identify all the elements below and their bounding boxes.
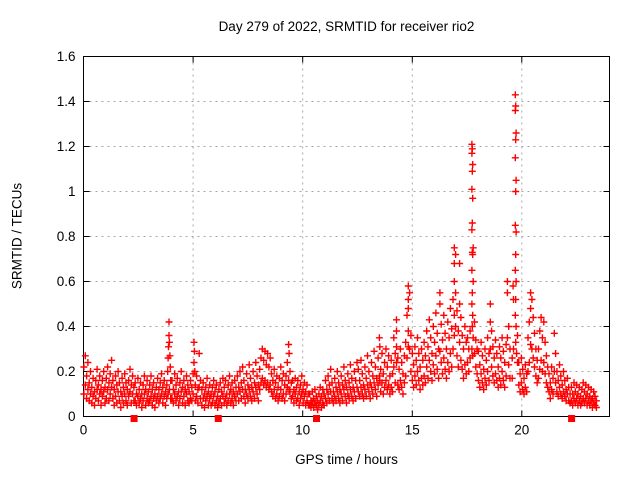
y-tick-label: 1.6 [57, 49, 76, 64]
y-tick-label: 1.4 [57, 94, 76, 109]
data-points-srmtid [80, 91, 600, 414]
baseline-flag-marker [313, 415, 320, 422]
y-tick-label: 0.2 [57, 364, 76, 379]
x-tick-label: 0 [80, 423, 88, 438]
y-tick-label: 0 [68, 409, 76, 424]
baseline-flag-marker [568, 415, 576, 422]
y-tick-label: 0.8 [57, 229, 76, 244]
x-tick-label: 5 [189, 423, 197, 438]
y-tick-label: 0.4 [57, 319, 76, 334]
baseline-flag-marker [130, 415, 138, 422]
y-tick-label: 0.6 [57, 274, 76, 289]
x-tick-label: 20 [514, 423, 529, 438]
chart-title: Day 279 of 2022, SRMTID for receiver rio… [218, 19, 475, 34]
baseline-flag-marker [214, 415, 222, 422]
x-tick-label: 15 [405, 423, 420, 438]
x-axis-label: GPS time / hours [295, 452, 398, 467]
y-tick-label: 1 [68, 184, 76, 199]
y-tick-label: 1.2 [57, 139, 76, 154]
x-tick-label: 10 [295, 423, 310, 438]
